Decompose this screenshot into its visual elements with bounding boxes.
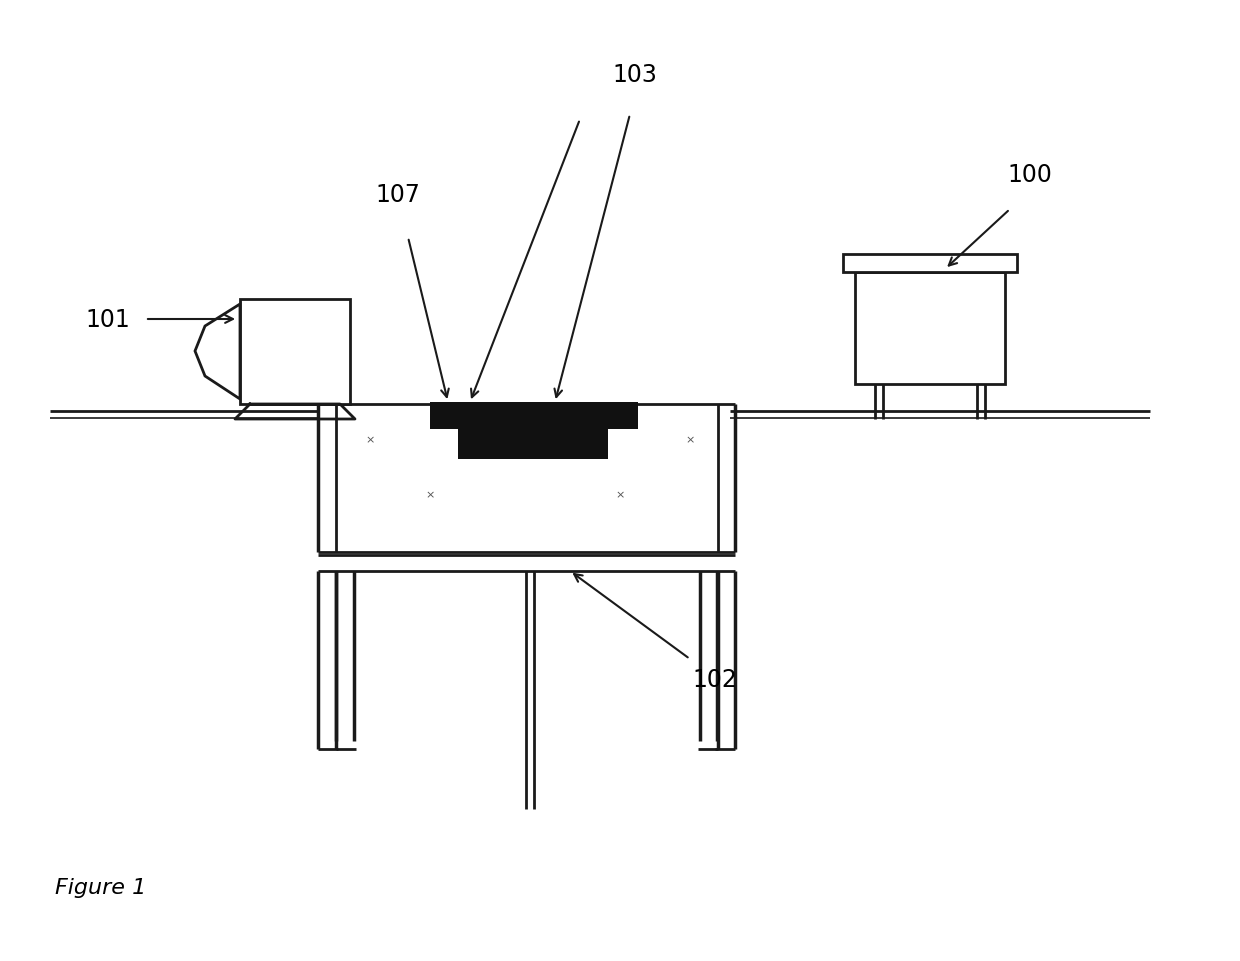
Bar — [241, 300, 350, 405]
Text: Figure 1: Figure 1 — [55, 877, 146, 897]
Text: 102: 102 — [693, 667, 738, 691]
Text: 107: 107 — [376, 183, 420, 207]
Polygon shape — [195, 305, 241, 400]
Text: 103: 103 — [613, 62, 657, 86]
Bar — [843, 255, 1017, 273]
Bar — [856, 273, 1004, 384]
Text: ×: × — [615, 489, 625, 500]
Text: ×: × — [425, 489, 435, 500]
Text: 100: 100 — [1008, 162, 1053, 186]
Bar — [430, 403, 639, 430]
Text: 101: 101 — [86, 308, 130, 332]
Text: ×: × — [686, 434, 694, 445]
Bar — [458, 430, 608, 459]
Text: ×: × — [366, 434, 374, 445]
Text: ×: × — [536, 434, 544, 445]
